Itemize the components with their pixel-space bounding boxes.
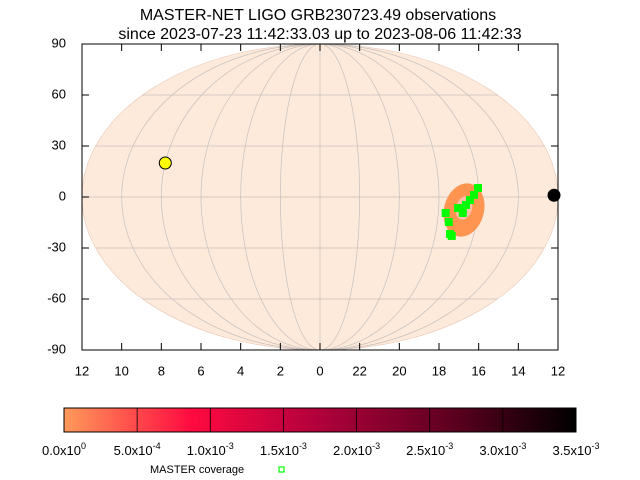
coverage-point [458, 208, 467, 217]
x-tick-label: 18 [432, 363, 446, 378]
legend-marker [278, 466, 285, 473]
x-tick-label: 12 [551, 363, 565, 378]
x-tick-label: 6 [197, 363, 204, 378]
x-tick-label: 16 [471, 363, 485, 378]
colorbar [63, 407, 577, 433]
colorbar-tick-label: 2.5x10-3 [406, 441, 453, 458]
tick-mantissa: 1.0x10 [187, 443, 226, 458]
tick-mantissa: 3.0x10 [479, 443, 518, 458]
y-tick-label: 30 [52, 137, 66, 152]
colorbar-tick-label: 0.0x100 [42, 441, 86, 458]
tick-mantissa: 5.0x10 [114, 443, 153, 458]
coverage-point [444, 217, 453, 226]
x-tick-label: 10 [114, 363, 128, 378]
x-tick-label: 22 [352, 363, 366, 378]
x-tick-label: 8 [158, 363, 165, 378]
object-marker [158, 156, 172, 170]
colorbar-tick-label: 3.0x10-3 [479, 441, 526, 458]
tick-exponent: 0 [81, 441, 86, 451]
marks [158, 156, 561, 240]
tick-mantissa: 0.0x10 [42, 443, 81, 458]
tick-exponent: -3 [226, 441, 234, 451]
coverage-point [461, 200, 470, 209]
chart-subtitle: since 2023-07-23 11:42:33.03 up to 2023-… [118, 26, 521, 43]
y-tick-label: -90 [47, 341, 66, 356]
tick-exponent: -3 [299, 441, 307, 451]
tick-mantissa: 1.5x10 [260, 443, 299, 458]
tick-exponent: -3 [518, 441, 526, 451]
x-tick-label: 12 [75, 363, 89, 378]
y-tick-label: 0 [59, 188, 66, 203]
object-marker [547, 188, 561, 202]
chart-title: MASTER-NET LIGO GRB230723.49 observation… [140, 7, 496, 24]
tick-exponent: -3 [592, 441, 600, 451]
y-tick-label: -30 [47, 239, 66, 254]
coverage-point [447, 231, 456, 240]
x-tick-label: 2 [277, 363, 284, 378]
tick-exponent: -3 [372, 441, 380, 451]
coverage-point [465, 196, 474, 205]
colorbar-tick-label: 3.5x10-3 [552, 441, 599, 458]
coverage-point [441, 208, 450, 217]
tick-mantissa: 2.5x10 [406, 443, 445, 458]
x-tick-label: 20 [392, 363, 406, 378]
tick-mantissa: 3.5x10 [552, 443, 591, 458]
tick-exponent: -4 [153, 441, 161, 451]
tick-mantissa: 2.0x10 [333, 443, 372, 458]
x-tick-label: 4 [237, 363, 244, 378]
coverage-point [473, 183, 482, 192]
y-tick-label: 90 [52, 35, 66, 50]
coverage-point [454, 204, 463, 213]
colorbar-axis: 0.0x100 5.0x10-4 1.0x10-3 1.5x10-3 2.0x10-3 2… [42, 408, 600, 458]
colorbar-tick-label: 1.5x10-3 [260, 441, 307, 458]
x-tick-label: 14 [511, 363, 525, 378]
y-tick-label: -60 [47, 290, 66, 305]
legend-label: MASTER coverage [150, 464, 244, 476]
coverage-point [470, 190, 479, 199]
y-tick-label: 60 [52, 86, 66, 101]
colorbar-tick-label: 5.0x10-4 [114, 441, 161, 458]
tick-exponent: -3 [445, 441, 453, 451]
x-tick-label: 0 [316, 363, 323, 378]
colorbar-tick-label: 2.0x10-3 [333, 441, 380, 458]
colorbar-tick-label: 1.0x10-3 [187, 441, 234, 458]
